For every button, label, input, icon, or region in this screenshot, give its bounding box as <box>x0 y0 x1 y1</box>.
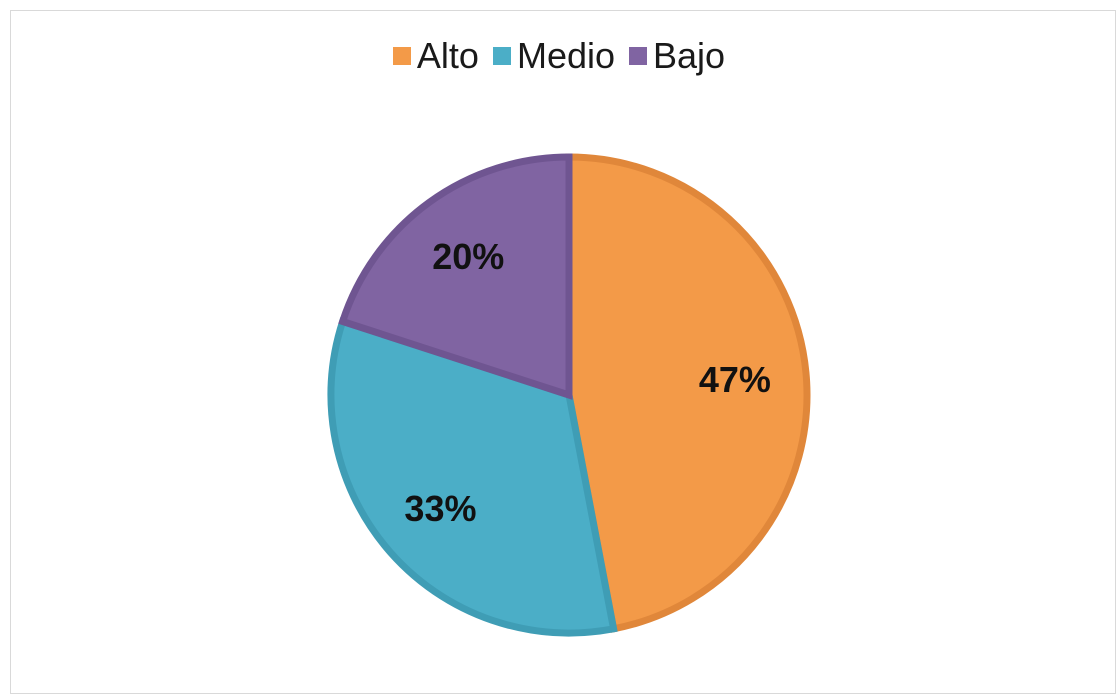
chart-legend: Alto Medio Bajo <box>0 35 1118 77</box>
legend-swatch-medio <box>492 47 511 65</box>
pie-slice-alto <box>565 153 811 633</box>
pie-data-labels: 47% 33% 20% <box>404 236 770 529</box>
legend-label-bajo: Bajo <box>653 35 726 76</box>
legend-swatch-alto <box>392 47 411 65</box>
legend-item-bajo: Bajo <box>629 35 725 77</box>
legend-label-alto: Alto <box>416 35 479 76</box>
data-label-alto: 47% <box>699 359 771 400</box>
pie-slices <box>327 153 811 637</box>
legend-swatch-bajo <box>629 47 648 65</box>
legend-item-alto: Alto <box>392 35 479 77</box>
legend-item-medio: Medio <box>492 35 616 77</box>
data-label-medio: 33% <box>404 488 476 529</box>
data-label-bajo: 20% <box>432 236 504 277</box>
pie-slice-medio <box>327 317 618 637</box>
pie-slice-bajo <box>338 153 573 400</box>
legend-label-medio: Medio <box>516 35 616 76</box>
